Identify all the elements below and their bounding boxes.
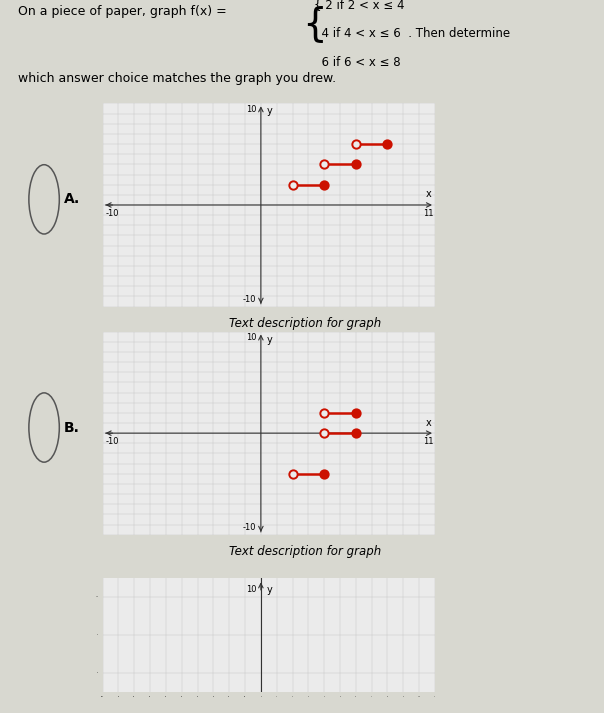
Text: Text description for graph: Text description for graph bbox=[229, 317, 381, 330]
Text: -10: -10 bbox=[243, 294, 256, 304]
Text: x: x bbox=[426, 418, 431, 428]
Text: 11: 11 bbox=[423, 437, 433, 446]
Text: 10: 10 bbox=[246, 333, 256, 342]
Text: 6 if 6 < x ≤ 8: 6 if 6 < x ≤ 8 bbox=[314, 56, 400, 69]
Text: 4 if 4 < x ≤ 6  . Then determine: 4 if 4 < x ≤ 6 . Then determine bbox=[314, 27, 510, 40]
Text: B.: B. bbox=[63, 421, 79, 434]
Text: 11: 11 bbox=[423, 209, 433, 218]
Text: 10: 10 bbox=[246, 105, 256, 114]
Text: -10: -10 bbox=[106, 437, 120, 446]
Text: -10: -10 bbox=[243, 523, 256, 532]
Text: which answer choice matches the graph you drew.: which answer choice matches the graph yo… bbox=[18, 72, 336, 85]
Text: y: y bbox=[266, 334, 272, 344]
Text: A.: A. bbox=[63, 193, 80, 206]
Text: y: y bbox=[266, 585, 272, 595]
Text: x: x bbox=[426, 190, 431, 200]
Text: { 2 if 2 < x ≤ 4: { 2 if 2 < x ≤ 4 bbox=[314, 0, 405, 11]
Text: On a piece of paper, graph f(x) =: On a piece of paper, graph f(x) = bbox=[18, 5, 227, 18]
Text: 10: 10 bbox=[246, 585, 256, 594]
Text: y: y bbox=[266, 106, 272, 116]
Text: {: { bbox=[302, 5, 327, 43]
Text: Text description for graph: Text description for graph bbox=[229, 545, 381, 558]
Text: -10: -10 bbox=[106, 209, 120, 218]
